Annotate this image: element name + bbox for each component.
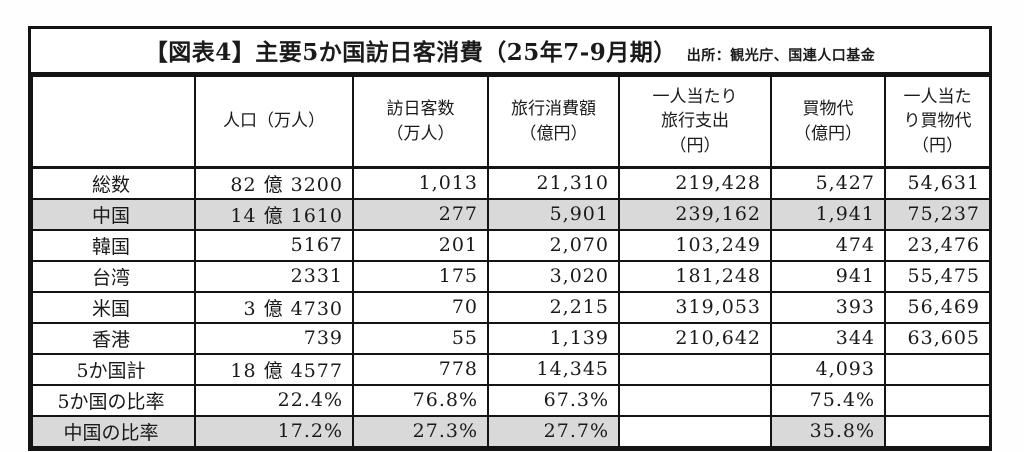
data-cell: 344 (770, 322, 886, 355)
row-label: 総数 (31, 166, 196, 200)
data-cell: 55 (352, 322, 489, 355)
table-row: 5か国の比率 22.4% 76.8% 67.3% 75.4% (31, 384, 991, 417)
data-cell: 54,631 (884, 166, 991, 200)
data-cell: 2,215 (487, 291, 620, 324)
data-cell: 319,053 (618, 291, 772, 324)
figure-title-bar: 【図表4】主要5か国訪日客消費（25年7-9月期） 出所：観光庁、国連人口基金 (31, 29, 989, 75)
row-label: 中国の比率 (31, 415, 196, 448)
column-header-population: 人口（万人） (194, 75, 354, 169)
data-cell: 70 (352, 291, 489, 324)
data-cell: 181,248 (618, 260, 772, 293)
data-cell: 67.3% (487, 384, 620, 417)
data-cell: 5,901 (487, 198, 620, 231)
column-header-shopping-total: 買物代 （億円） (770, 75, 886, 169)
row-label: 香港 (31, 322, 196, 355)
table-row: 中国 14 億 1610 277 5,901 239,162 1,941 75,237 (31, 198, 991, 231)
data-cell: 239,162 (618, 198, 772, 231)
data-cell: 941 (770, 260, 886, 293)
data-cell: 27.7% (487, 415, 620, 448)
row-label: 台湾 (31, 260, 196, 293)
row-label: 中国 (31, 198, 196, 231)
figure-table: 【図表4】主要5か国訪日客消費（25年7-9月期） 出所：観光庁、国連人口基金 人… (28, 26, 992, 451)
data-cell: 1,941 (770, 198, 886, 231)
data-cell: 1,139 (487, 322, 620, 355)
data-cell: 75.4% (770, 384, 886, 417)
data-cell: 201 (352, 229, 489, 262)
data-cell: 393 (770, 291, 886, 324)
column-header-shopping-per-capita: 一人当た り買物代 （円） (884, 75, 991, 169)
data-cell: 18 億 4577 (194, 353, 354, 386)
data-cell: 277 (352, 198, 489, 231)
table-row: 中国の比率 17.2% 27.3% 27.7% 35.8% (31, 415, 991, 448)
data-cell: 82 億 3200 (194, 166, 354, 200)
column-header-spend-per-capita: 一人当たり 旅行支出 （円） (618, 75, 772, 169)
data-cell (884, 384, 991, 417)
figure-source-note: 出所：観光庁、国連人口基金 (686, 48, 876, 64)
table-row: 米国 3 億 4730 70 2,215 319,053 393 56,469 (31, 291, 991, 324)
data-cell: 210,642 (618, 322, 772, 355)
data-cell: 4,093 (770, 353, 886, 386)
table-row: 韓国 5167 201 2,070 103,249 474 23,476 (31, 229, 991, 262)
data-cell: 35.8% (770, 415, 886, 448)
data-cell: 56,469 (884, 291, 991, 324)
table-row: 総数 82 億 3200 1,013 21,310 219,428 5,427 54,631 (31, 166, 991, 200)
header-row: 人口（万人） 訪日客数 （万人） 旅行消費額 （億円） 一人当たり 旅行支出 （… (31, 75, 991, 169)
figure-title: 【図表4】主要5か国訪日客消費（25年7-9月期） (144, 39, 677, 66)
data-cell: 75,237 (884, 198, 991, 231)
data-cell: 778 (352, 353, 489, 386)
data-cell: 2,070 (487, 229, 620, 262)
table-row: 台湾 2331 175 3,020 181,248 941 55,475 (31, 260, 991, 293)
data-cell: 175 (352, 260, 489, 293)
data-cell: 5167 (194, 229, 354, 262)
data-table: 人口（万人） 訪日客数 （万人） 旅行消費額 （億円） 一人当たり 旅行支出 （… (31, 75, 991, 448)
data-cell: 21,310 (487, 166, 620, 200)
data-cell: 27.3% (352, 415, 489, 448)
data-cell: 23,476 (884, 229, 991, 262)
data-cell: 22.4% (194, 384, 354, 417)
data-cell: 3,020 (487, 260, 620, 293)
data-cell: 103,249 (618, 229, 772, 262)
data-cell: 63,605 (884, 322, 991, 355)
column-header-visitors: 訪日客数 （万人） (352, 75, 489, 169)
row-label: 5か国の比率 (31, 384, 196, 417)
column-header-rowlabel (31, 75, 196, 169)
table-row: 5か国計 18 億 4577 778 14,345 4,093 (31, 353, 991, 386)
data-cell (618, 415, 772, 448)
data-cell: 17.2% (194, 415, 354, 448)
data-cell: 219,428 (618, 166, 772, 200)
data-cell: 55,475 (884, 260, 991, 293)
data-cell: 5,427 (770, 166, 886, 200)
row-label: 5か国計 (31, 353, 196, 386)
data-cell (884, 353, 991, 386)
data-cell: 14 億 1610 (194, 198, 354, 231)
table-row: 香港 739 55 1,139 210,642 344 63,605 (31, 322, 991, 355)
data-cell: 474 (770, 229, 886, 262)
data-cell (618, 353, 772, 386)
data-cell: 76.8% (352, 384, 489, 417)
data-cell (618, 384, 772, 417)
data-cell: 739 (194, 322, 354, 355)
data-cell: 3 億 4730 (194, 291, 354, 324)
data-cell: 14,345 (487, 353, 620, 386)
data-cell (884, 415, 991, 448)
row-label: 米国 (31, 291, 196, 324)
row-label: 韓国 (31, 229, 196, 262)
data-cell: 2331 (194, 260, 354, 293)
column-header-travel-spend-total: 旅行消費額 （億円） (487, 75, 620, 169)
data-cell: 1,013 (352, 166, 489, 200)
